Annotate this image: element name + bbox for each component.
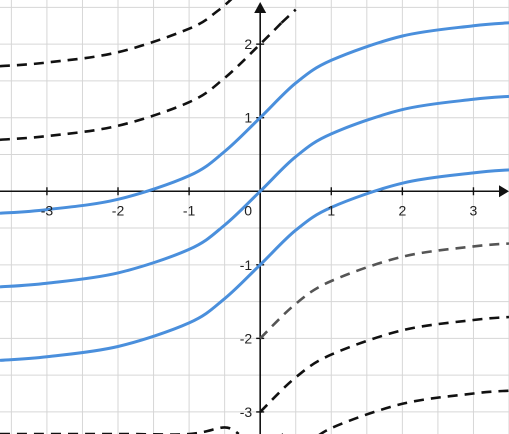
x-axis-arrow (499, 185, 509, 198)
x-tick-label: 3 (470, 202, 478, 218)
y-tick-label: 2 (244, 36, 252, 52)
y-tick-label: -2 (240, 330, 253, 346)
tick-labels: -3 -2 -1 0 1 2 3 -3 -2 -1 1 2 (41, 36, 478, 420)
x-tick-label: -2 (112, 202, 125, 218)
dashed-curve-7 (259, 315, 509, 413)
x-tick-label: -1 (183, 202, 196, 218)
y-tick-label: -3 (240, 404, 253, 420)
x-tick-label: 2 (398, 202, 406, 218)
x-tick-label: -3 (41, 202, 54, 218)
dashed-curve-3 (0, 21, 283, 142)
x-tick-label: 1 (327, 202, 335, 218)
y-tick-label: -1 (240, 257, 253, 273)
solid-curve-0 (0, 21, 509, 215)
solid-curve-2 (0, 168, 509, 362)
x-tick-label: 0 (244, 202, 252, 218)
dashed-curve-4 (0, 0, 233, 68)
y-axis-arrow (254, 2, 267, 13)
dashed-curve-8 (281, 389, 509, 434)
solid-curve-1 (0, 94, 509, 289)
dashed-curve-9 (0, 426, 240, 434)
y-tick-label: 1 (244, 110, 252, 126)
dashed-curve-5 (280, 8, 297, 24)
dashed-curve-6 (259, 242, 509, 340)
